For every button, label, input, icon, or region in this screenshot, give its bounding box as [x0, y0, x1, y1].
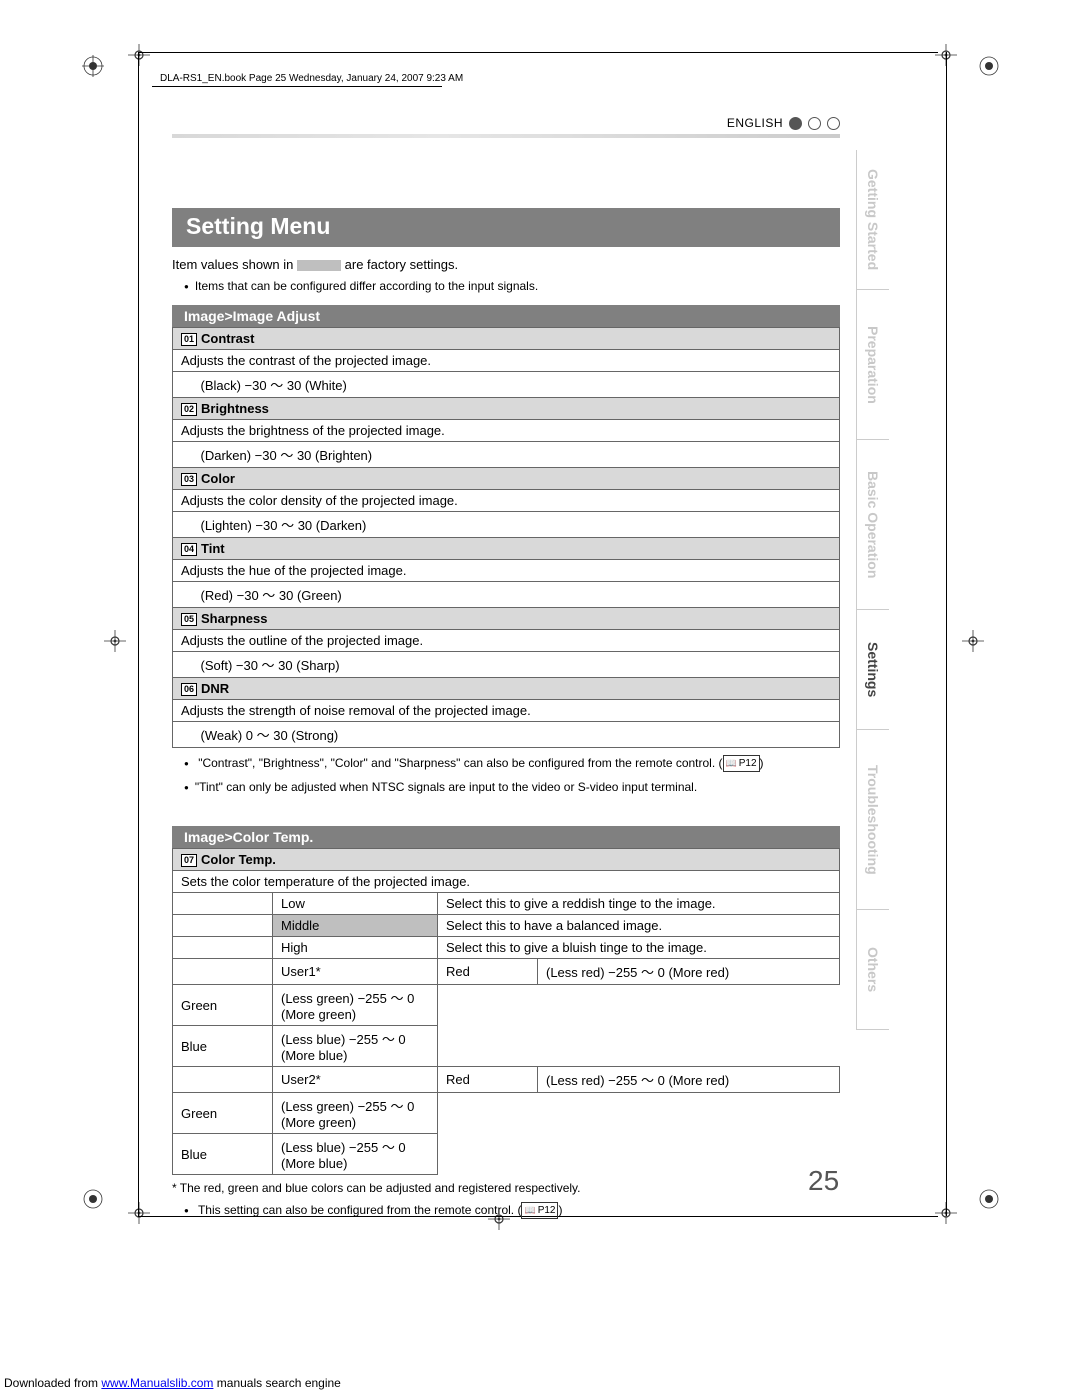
preset-name: High: [273, 937, 438, 959]
reg-mark-icon: [82, 55, 104, 82]
param-range: (Soft) −30 ～ 30 (Sharp): [193, 652, 840, 678]
channel-range: (Less blue) −255 ～ 0 (More blue): [273, 1026, 438, 1067]
indent-cell: [173, 1067, 273, 1093]
indent-cell: [173, 512, 193, 538]
channel-name: Green: [173, 1093, 273, 1134]
channel-range: (Less red) −255 ～ 0 (More red): [538, 959, 840, 985]
channel-name: Blue: [173, 1026, 273, 1067]
side-tab: Preparation: [856, 290, 889, 440]
indent-cell: [173, 959, 273, 985]
preset-desc: Select this to give a reddish tinge to t…: [438, 893, 840, 915]
footer-suffix: manuals search engine: [213, 1376, 340, 1390]
indent-cell: [173, 722, 193, 748]
reg-mark-icon: [978, 1188, 1000, 1215]
reg-mark-icon: [978, 55, 1000, 82]
preset-name: Low: [273, 893, 438, 915]
indent-cell: [173, 582, 193, 608]
param-header: 03Color: [173, 468, 840, 490]
channel-name: Red: [438, 959, 538, 985]
channel-range: (Less blue) −255 ～ 0 (More blue): [273, 1134, 438, 1175]
param-desc: Sets the color temperature of the projec…: [173, 871, 840, 893]
param-range: (Lighten) −30 ～ 30 (Darken): [193, 512, 840, 538]
crop-line: [138, 52, 139, 1216]
color-temp-table: 07Color Temp.Sets the color temperature …: [172, 848, 840, 1175]
intro-text: Item values shown in are factory setting…: [172, 256, 840, 275]
factory-swatch-icon: [297, 260, 341, 271]
page-ref-icon: P12: [723, 755, 760, 772]
header-gradient: [172, 134, 840, 138]
indent-cell: [173, 652, 193, 678]
lang-dot-icon: [808, 117, 821, 130]
star-note: * The red, green and blue colors can be …: [172, 1181, 840, 1195]
page-container: DLA-RS1_EN.book Page 25 Wednesday, Janua…: [40, 30, 1040, 1360]
param-desc: Adjusts the hue of the projected image.: [173, 560, 840, 582]
preset-desc: Select this to have a balanced image.: [438, 915, 840, 937]
page-title: Setting Menu: [172, 208, 840, 247]
section1-note2: "Tint" can only be adjusted when NTSC si…: [184, 778, 840, 796]
header-rule: [152, 86, 442, 87]
preset-desc: Select this to give a bluish tinge to th…: [438, 937, 840, 959]
param-header: 07Color Temp.: [173, 849, 840, 871]
language-label: ENGLISH: [727, 116, 783, 130]
reg-mark-icon: [82, 1188, 104, 1215]
param-range: (Red) −30 ～ 30 (Green): [193, 582, 840, 608]
content-area: ENGLISH Setting Menu Item values shown i…: [172, 116, 840, 1221]
crop-mark-icon: [128, 44, 150, 71]
param-header: 02Brightness: [173, 398, 840, 420]
page-ref-icon: P12: [521, 1202, 558, 1219]
param-desc: Adjusts the outline of the projected ima…: [173, 630, 840, 652]
side-tab: Getting Started: [856, 150, 889, 290]
param-range: (Black) −30 ～ 30 (White): [193, 372, 840, 398]
intro-text-b: are factory settings.: [345, 257, 458, 272]
footer-prefix: Downloaded from: [4, 1376, 101, 1390]
subsection-header: Image>Image Adjust: [172, 305, 840, 327]
param-desc: Adjusts the brightness of the projected …: [173, 420, 840, 442]
side-tab: Others: [856, 910, 889, 1030]
image-adjust-table: 01ContrastAdjusts the contrast of the pr…: [172, 327, 840, 748]
crop-line: [138, 52, 938, 53]
channel-range: (Less green) −255 ～ 0 (More green): [273, 985, 438, 1026]
crop-mark-icon: [104, 630, 126, 657]
param-desc: Adjusts the strength of noise removal of…: [173, 700, 840, 722]
side-tab: Settings: [856, 610, 889, 730]
param-header: 04Tint: [173, 538, 840, 560]
param-header: 06DNR: [173, 678, 840, 700]
footer-link[interactable]: www.Manualslib.com: [101, 1376, 213, 1390]
param-range: (Darken) −30 ～ 30 (Brighten): [193, 442, 840, 468]
preset-name: Middle: [273, 915, 438, 937]
lang-dot-icon: [789, 117, 802, 130]
side-tab: Troubleshooting: [856, 730, 889, 910]
indent-cell: [173, 893, 273, 915]
param-desc: Adjusts the contrast of the projected im…: [173, 350, 840, 372]
channel-name: Blue: [173, 1134, 273, 1175]
indent-cell: [173, 937, 273, 959]
channel-name: Red: [438, 1067, 538, 1093]
footer: Downloaded from www.Manualslib.com manua…: [4, 1376, 341, 1390]
section2-note: This setting can also be configured from…: [184, 1201, 840, 1219]
indent-cell: [173, 442, 193, 468]
channel-range: (Less green) −255 ～ 0 (More green): [273, 1093, 438, 1134]
page-number: 25: [808, 1165, 839, 1197]
lang-dot-icon: [827, 117, 840, 130]
crop-line: [946, 52, 947, 1216]
indent-cell: [173, 915, 273, 937]
channel-name: Green: [173, 985, 273, 1026]
crop-mark-icon: [962, 630, 984, 657]
user-name: User1*: [273, 959, 438, 985]
indent-cell: [173, 372, 193, 398]
intro-text-a: Item values shown in: [172, 257, 297, 272]
intro-bullet: Items that can be configured differ acco…: [184, 278, 840, 295]
param-header: 01Contrast: [173, 328, 840, 350]
param-range: (Weak) 0 ～ 30 (Strong): [193, 722, 840, 748]
user-name: User2*: [273, 1067, 438, 1093]
param-header: 05Sharpness: [173, 608, 840, 630]
section1-note1: "Contrast", "Brightness", "Color" and "S…: [184, 754, 840, 772]
subsection-header: Image>Color Temp.: [172, 826, 840, 848]
side-tabs: Getting StartedPreparationBasic Operatio…: [856, 150, 896, 1100]
channel-range: (Less red) −255 ～ 0 (More red): [538, 1067, 840, 1093]
language-bar: ENGLISH: [172, 116, 840, 130]
book-file-label: DLA-RS1_EN.book Page 25 Wednesday, Janua…: [160, 73, 463, 84]
side-tab: Basic Operation: [856, 440, 889, 610]
param-desc: Adjusts the color density of the project…: [173, 490, 840, 512]
